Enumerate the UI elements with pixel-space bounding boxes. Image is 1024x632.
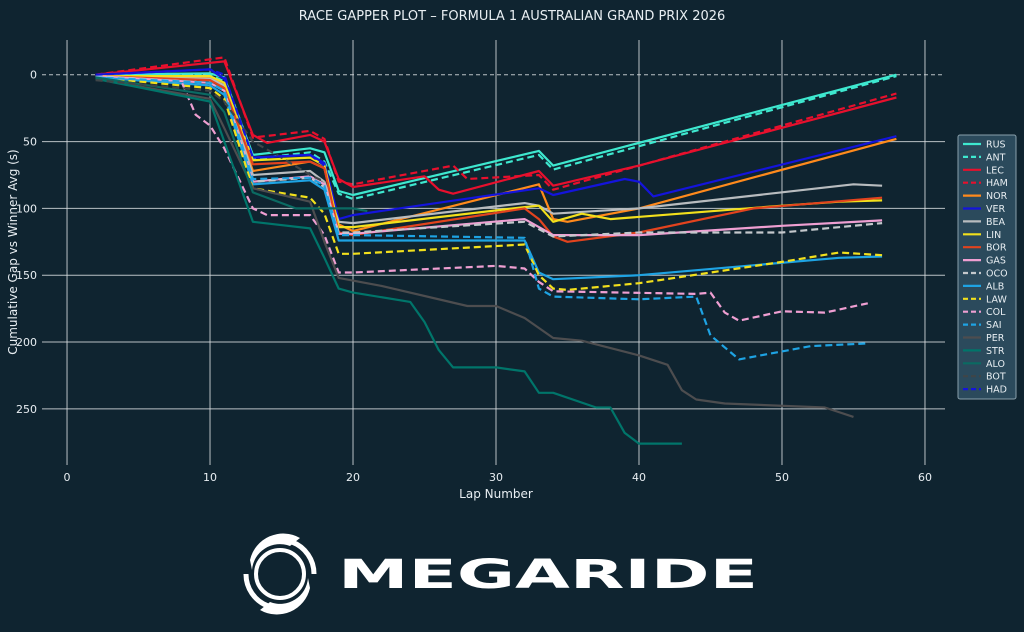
legend-label: OCO bbox=[986, 269, 1008, 280]
legend-label: LIN bbox=[986, 230, 1001, 241]
legend-label: COL bbox=[986, 307, 1006, 318]
legend-label: BEA bbox=[986, 217, 1006, 228]
chart-title: RACE GAPPER PLOT – FORMULA 1 AUSTRALIAN … bbox=[299, 9, 726, 24]
x-tick-label: 10 bbox=[203, 471, 217, 484]
series-line-col bbox=[95, 76, 869, 322]
legend-label: HAD bbox=[986, 385, 1007, 396]
y-tick-label: 150 bbox=[16, 269, 37, 282]
x-axis-label: Lap Number bbox=[459, 487, 533, 501]
legend-label: STR bbox=[986, 346, 1005, 357]
legend-label: BOR bbox=[986, 243, 1007, 254]
legend-label: ALB bbox=[986, 281, 1004, 292]
x-tick-label: 60 bbox=[918, 471, 932, 484]
legend-box bbox=[957, 134, 1017, 400]
legend-label: ALO bbox=[986, 359, 1005, 370]
series-line-had bbox=[95, 68, 326, 167]
x-tick-label: 40 bbox=[632, 471, 646, 484]
series-line-oco bbox=[95, 75, 883, 238]
series-line-law bbox=[95, 76, 883, 291]
y-tick-label: 50 bbox=[23, 136, 37, 149]
legend-label: PER bbox=[986, 333, 1005, 344]
logo-text: MEGARIDE bbox=[338, 552, 758, 598]
series-line-alo bbox=[95, 76, 368, 213]
series-line-ant bbox=[95, 73, 897, 201]
x-tick-label: 0 bbox=[64, 471, 71, 484]
legend-label: SAI bbox=[986, 320, 1002, 331]
swirl-ring-logo-icon bbox=[243, 533, 317, 615]
series-line-ver bbox=[95, 68, 897, 221]
legend-label: NOR bbox=[986, 191, 1008, 202]
series-line-str bbox=[95, 77, 682, 445]
series-line-alb bbox=[95, 76, 883, 281]
grid bbox=[42, 40, 945, 465]
x-tick-label: 20 bbox=[346, 471, 360, 484]
x-tick-label: 30 bbox=[489, 471, 503, 484]
series-line-bot bbox=[95, 79, 325, 183]
legend-label: LAW bbox=[986, 294, 1007, 305]
tick-labels: 0 10 20 30 40 50 60 0 50 100 150 200 250 bbox=[16, 69, 932, 484]
y-tick-label: 250 bbox=[16, 403, 37, 416]
y-tick-label: 0 bbox=[30, 69, 37, 82]
megaride-logo: MEGARIDE bbox=[243, 533, 758, 615]
legend-label: ANT bbox=[986, 152, 1006, 163]
legend-label: LEC bbox=[986, 165, 1004, 176]
series-line-bor bbox=[95, 75, 883, 243]
y-tick-label: 100 bbox=[16, 202, 37, 215]
series-line-ham bbox=[95, 56, 897, 191]
x-tick-label: 50 bbox=[775, 471, 789, 484]
series-line-lec bbox=[95, 60, 897, 195]
legend-label: VER bbox=[986, 204, 1006, 215]
legend-label: GAS bbox=[986, 256, 1006, 267]
y-tick-label: 200 bbox=[16, 336, 37, 349]
series-lines bbox=[95, 56, 897, 445]
y-axis-label: Cumulative Gap vs Winner Avg (s) bbox=[6, 149, 20, 355]
legend-label: BOT bbox=[986, 372, 1006, 383]
legend-label: RUS bbox=[986, 140, 1006, 151]
series-line-per bbox=[95, 77, 854, 418]
legend-label: HAM bbox=[986, 178, 1008, 189]
series-line-sai bbox=[95, 76, 868, 361]
